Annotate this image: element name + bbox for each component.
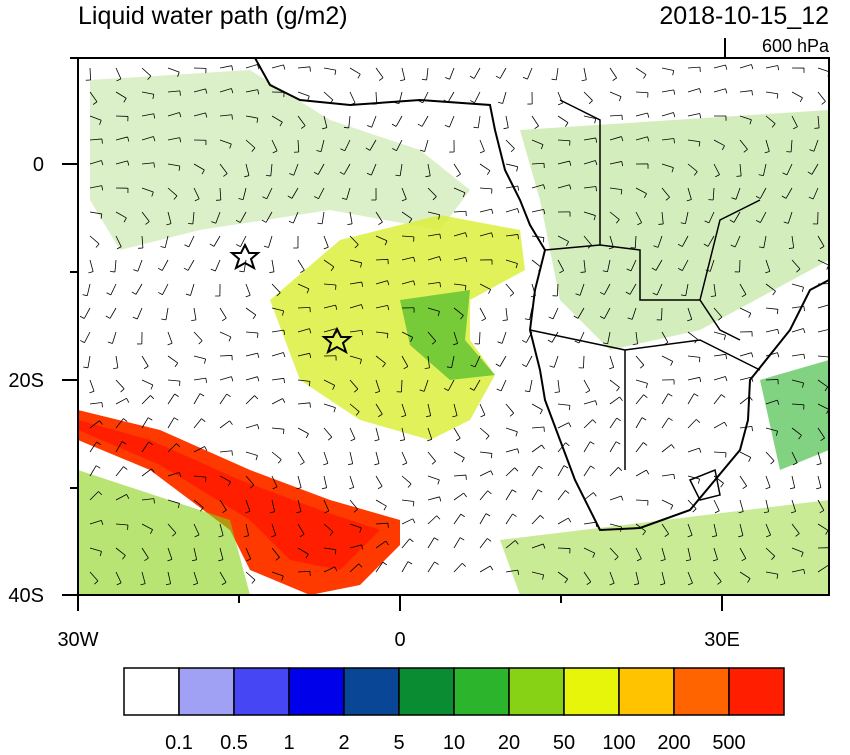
wind-barb xyxy=(569,405,570,410)
colorbar-box xyxy=(729,668,784,715)
wind-barb xyxy=(154,499,155,504)
date: 2018-10-15_12 xyxy=(659,2,829,30)
colorbar-label: 100 xyxy=(602,732,635,750)
colorbar-box xyxy=(124,668,179,715)
title: Liquid water path (g/m2) xyxy=(78,2,348,30)
colorbar-label: 5 xyxy=(393,732,404,750)
colorbar-box xyxy=(399,668,454,715)
colorbar-label: 50 xyxy=(553,732,575,750)
colorbar-box xyxy=(454,668,509,715)
colorbar-box xyxy=(179,668,234,715)
colorbar: 0.1 0.5 1 2 5 10 20 50 100 200 500 xyxy=(124,668,784,750)
wind-barb xyxy=(699,357,700,362)
lon-label: 30E xyxy=(704,629,740,651)
lat-label: 20S xyxy=(8,370,44,392)
colorbar-box xyxy=(564,668,619,715)
colorbar-label: 0.5 xyxy=(220,732,248,750)
wind-barb xyxy=(752,91,753,96)
colorbar-label: 0.1 xyxy=(165,732,193,750)
wind-barb xyxy=(503,320,508,321)
colorbar-label: 2 xyxy=(338,732,349,750)
lat-label: 40S xyxy=(8,585,44,607)
colorbar-box xyxy=(234,668,289,715)
colorbar-box xyxy=(674,668,729,715)
colorbar-box xyxy=(619,668,674,715)
lon-label: 0 xyxy=(394,629,405,651)
colorbar-box xyxy=(289,668,344,715)
level: 600 hPa xyxy=(762,36,830,56)
colorbar-label: 1 xyxy=(283,732,294,750)
colorbar-box xyxy=(344,668,399,715)
wind-barb xyxy=(232,451,233,456)
wind-barb xyxy=(154,163,155,168)
colorbar-label: 200 xyxy=(657,732,690,750)
colorbar-box xyxy=(509,668,564,715)
map-area xyxy=(78,58,831,595)
wind-barb xyxy=(401,380,402,392)
colorbar-label: 20 xyxy=(498,732,520,750)
colorbar-label: 500 xyxy=(712,732,745,750)
wind-barb xyxy=(344,127,349,128)
wind-barb xyxy=(422,79,427,80)
wind-barb xyxy=(583,356,584,368)
lon-label: 30W xyxy=(57,629,98,651)
wind-barb xyxy=(558,548,570,549)
colorbar-label: 10 xyxy=(443,732,465,750)
wind-barb xyxy=(309,381,310,386)
wind-barb xyxy=(581,272,586,273)
lat-label: 0 xyxy=(33,154,44,176)
wind-barb xyxy=(777,309,778,314)
